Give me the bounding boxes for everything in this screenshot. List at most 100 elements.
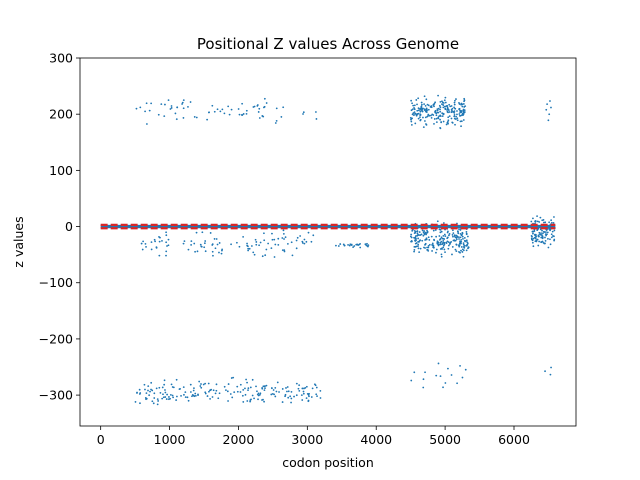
data-point — [218, 251, 220, 254]
data-point — [442, 234, 445, 237]
data-point — [422, 234, 425, 237]
data-point — [441, 248, 443, 250]
data-point — [530, 220, 533, 223]
data-point — [213, 238, 216, 240]
data-point — [155, 387, 158, 390]
data-point — [161, 239, 163, 242]
data-point — [426, 248, 429, 251]
data-point — [155, 246, 158, 249]
data-point — [446, 106, 449, 109]
plot-area-frame — [79, 57, 577, 427]
data-point — [455, 238, 458, 241]
data-point — [211, 243, 214, 245]
data-point — [190, 240, 193, 243]
data-point — [247, 249, 250, 252]
data-point — [553, 216, 555, 218]
data-point — [447, 367, 449, 370]
data-point — [165, 250, 168, 253]
data-point — [198, 380, 201, 383]
data-point — [176, 395, 178, 398]
data-point — [411, 102, 413, 105]
data-point — [435, 374, 438, 377]
data-point — [275, 107, 278, 110]
data-point — [431, 244, 433, 246]
data-point — [456, 117, 459, 120]
data-point — [227, 105, 230, 108]
data-point — [414, 242, 417, 245]
data-point — [149, 390, 151, 393]
data-point — [245, 109, 248, 112]
data-point — [417, 117, 420, 120]
data-point — [436, 220, 439, 223]
x-tick-label: 0 — [97, 432, 105, 447]
data-point — [167, 244, 170, 247]
data-point — [148, 394, 151, 397]
data-point — [253, 253, 256, 256]
data-point — [419, 116, 421, 119]
data-point — [163, 383, 166, 386]
data-point — [161, 397, 164, 400]
data-point — [257, 111, 260, 113]
data-point — [409, 235, 412, 238]
data-point — [457, 231, 459, 233]
data-point — [141, 248, 144, 251]
data-point — [460, 240, 462, 243]
data-point — [290, 397, 293, 400]
data-point — [415, 235, 417, 237]
data-point — [319, 390, 322, 392]
data-point — [442, 246, 445, 249]
data-point — [419, 110, 422, 113]
data-point — [413, 250, 415, 253]
data-point — [431, 242, 434, 245]
data-point — [532, 245, 535, 248]
data-point — [227, 400, 229, 402]
y-tick-label: −100 — [39, 275, 73, 290]
data-point — [152, 402, 155, 405]
data-point — [150, 241, 153, 244]
data-point — [194, 250, 196, 253]
data-point — [532, 217, 534, 220]
data-point — [148, 109, 151, 112]
data-point — [441, 112, 444, 115]
data-point — [145, 102, 148, 105]
data-point — [241, 102, 244, 105]
data-point — [459, 229, 462, 231]
data-point — [423, 232, 426, 235]
y-tick-label: 100 — [49, 163, 73, 178]
data-point — [410, 123, 413, 126]
data-point — [248, 247, 251, 250]
data-point — [445, 105, 448, 108]
data-point — [208, 390, 210, 393]
data-point — [418, 251, 421, 254]
data-point — [435, 235, 438, 238]
data-point — [257, 392, 260, 395]
data-point — [542, 221, 545, 224]
data-point — [428, 243, 431, 246]
data-point — [447, 247, 450, 250]
data-point — [307, 231, 310, 234]
data-point — [315, 386, 318, 389]
data-point — [138, 388, 141, 391]
data-point — [430, 114, 432, 117]
data-point — [265, 248, 268, 251]
data-point — [235, 241, 238, 244]
data-point — [281, 401, 284, 403]
data-point — [437, 107, 440, 110]
data-point — [454, 107, 456, 110]
data-point — [448, 234, 450, 237]
data-point — [286, 386, 289, 388]
data-point — [174, 112, 177, 115]
data-point — [263, 400, 265, 403]
data-point — [310, 396, 313, 398]
data-point — [270, 247, 273, 249]
data-point — [204, 250, 207, 253]
data-point — [135, 107, 138, 110]
data-point — [276, 381, 279, 384]
data-point — [182, 242, 185, 245]
data-point — [418, 231, 421, 233]
data-point — [413, 107, 415, 109]
data-point — [465, 231, 468, 233]
axis-ticks: 0 1000 2000 3000 4000 5000 6000 −300 −200 −100 0 10… — [39, 51, 530, 448]
data-point — [261, 255, 264, 258]
data-point — [289, 395, 292, 398]
